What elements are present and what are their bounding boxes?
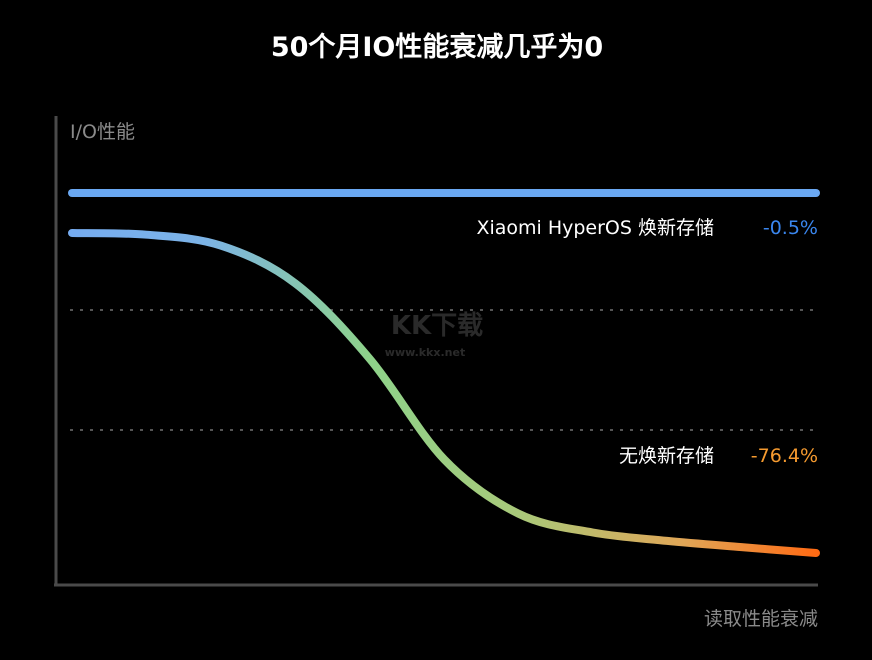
watermark: KK下载 www.kkx.net [385, 311, 483, 359]
watermark-url: www.kkx.net [385, 346, 465, 359]
series-change-hyperos: -0.5% [763, 217, 818, 239]
series-label-hyperos: Xiaomi HyperOS 焕新存储 [476, 217, 714, 239]
y-axis-label: I/O性能 [70, 121, 135, 143]
x-axis-label: 读取性能衰减 [704, 608, 818, 630]
watermark-brand: KK下载 [391, 311, 483, 341]
series-label-no-refresh: 无焕新存储 [619, 445, 714, 467]
chart-title: 50个月IO性能衰减几乎为0 [271, 31, 603, 63]
series-change-no-refresh: -76.4% [751, 445, 818, 467]
series-line-no-refresh [68, 229, 820, 557]
